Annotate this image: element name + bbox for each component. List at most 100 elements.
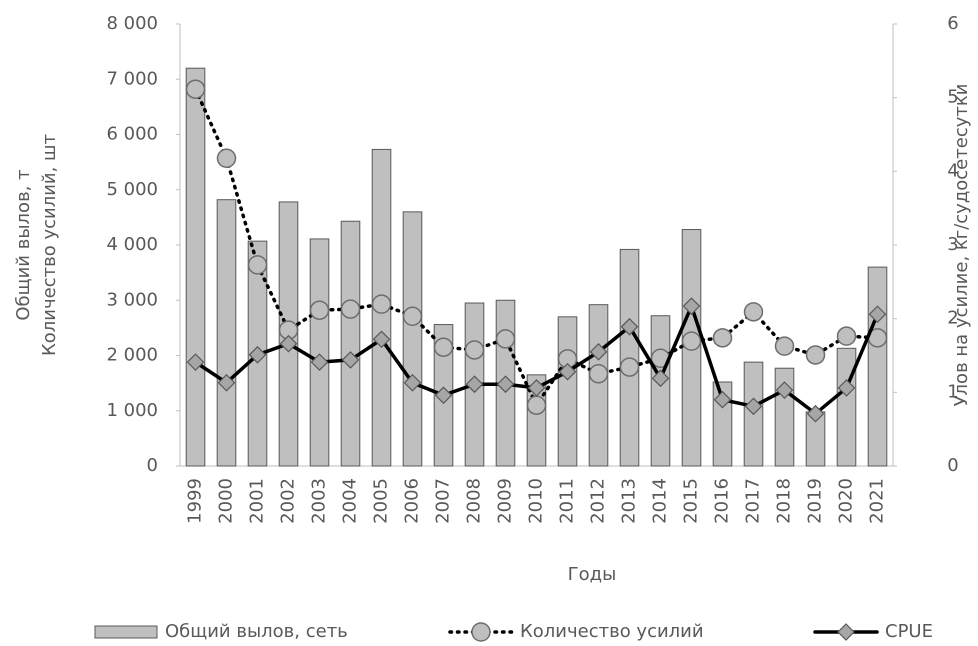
marker [837,379,856,397]
y2-tick-label: 5 [947,87,958,108]
marker [805,345,826,365]
x-tick-label: 2013 [619,478,640,524]
marker [279,334,298,353]
marker [836,326,857,346]
bar [185,67,206,467]
legend-marker [471,622,491,642]
bar [309,238,330,467]
x-tick-label: 2007 [433,478,454,524]
marker [216,148,237,169]
marker [774,336,795,356]
x-tick-label: 2020 [836,478,857,524]
marker [713,390,732,409]
x-tick-label: 2014 [650,478,671,524]
legend-label: CPUE [885,621,933,642]
marker [248,345,267,364]
marker [558,362,577,381]
legend-label: Общий вылов, сеть [165,621,348,642]
marker [495,329,516,349]
y2-tick-label: 3 [947,234,958,255]
y-tick-label: 1 000 [106,400,158,421]
bar [588,304,609,467]
x-tick-label: 2005 [371,478,392,524]
bar [867,266,888,467]
marker [619,357,640,377]
marker [185,79,206,99]
marker [744,397,763,416]
y-tick-label: 4 000 [106,234,158,255]
x-tick-label: 2004 [340,478,361,524]
marker [775,381,794,399]
bar [650,315,671,467]
x-tick-label: 2002 [278,478,299,524]
x-tick-label: 2010 [526,478,547,524]
marker [433,337,454,357]
y2-tick-label: 6 [947,13,958,34]
legend-swatch [94,625,158,639]
legend-label: Количество усилий [520,621,704,642]
x-tick-label: 2009 [495,478,516,524]
marker [620,317,639,336]
marker [372,330,391,349]
marker [806,404,825,423]
y-tick-label: 7 000 [106,68,158,89]
y-tick-label: 3 000 [106,289,158,310]
x-tick-label: 2016 [712,478,733,524]
x-tick-label: 2012 [588,478,609,524]
marker [526,395,547,415]
marker [588,363,609,384]
marker [465,375,484,394]
marker [341,351,360,369]
marker [651,369,670,388]
y2-tick-label: 2 [947,308,958,329]
marker [309,300,330,320]
y-tick-label: 6 000 [106,124,158,145]
y2-axis-label: Улов на усилие, кг/судосетесутки [951,84,972,407]
marker [712,328,733,348]
y-tick-label: 0 [147,455,158,476]
bar [557,316,578,467]
x-tick-label: 2015 [681,478,702,524]
marker [340,299,361,319]
marker [743,302,764,322]
marker [403,373,422,392]
marker [682,297,701,315]
marker [868,305,887,324]
marker [371,294,392,314]
x-tick-label: 2008 [464,478,485,524]
bar [216,199,237,467]
marker [402,306,423,327]
legend-marker [837,623,855,641]
x-tick-label: 2006 [402,478,423,524]
x-tick-label: 2001 [247,478,268,524]
marker [496,375,515,394]
y-tick-label: 5 000 [106,179,158,200]
marker [589,342,608,361]
bar [402,211,423,467]
x-tick-label: 1999 [185,478,206,524]
marker [527,379,546,397]
marker [310,353,329,371]
x-tick-label: 2019 [805,478,826,524]
bar [836,347,857,467]
x-axis-label: Годы [568,564,617,585]
x-tick-label: 2000 [216,478,237,524]
y-tick-label: 2 000 [106,345,158,366]
x-tick-label: 2003 [309,478,330,524]
x-tick-label: 2021 [867,478,888,524]
marker [681,331,702,351]
marker [434,386,453,405]
x-tick-label: 2018 [774,478,795,524]
marker [217,373,236,392]
y-axis-label: Общий вылов, т [13,169,34,320]
y-axis-label: Количество усилий, шт [39,134,60,356]
marker [247,255,268,275]
y2-tick-label: 4 [947,160,958,181]
y2-tick-label: 1 [947,381,958,402]
bar [340,220,361,467]
y2-tick-label: 0 [947,455,958,476]
y-tick-label: 8 000 [106,13,158,34]
marker [186,353,205,371]
